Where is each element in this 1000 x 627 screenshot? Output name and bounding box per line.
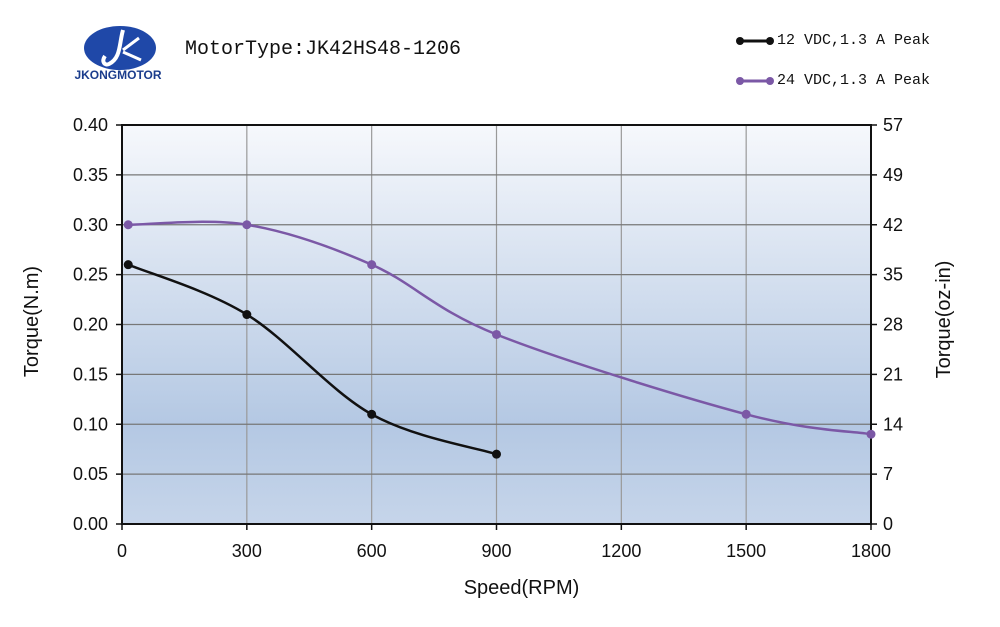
plot-border: [121, 124, 872, 525]
data-point-24v: [492, 329, 501, 339]
x-axis-label: Speed(RPM): [464, 577, 580, 599]
x-tick-label: 900: [481, 541, 511, 561]
y2-tick-label: 28: [883, 315, 903, 335]
y2-tick-label: 49: [883, 165, 903, 185]
x-tick-label: 0: [117, 541, 127, 561]
y2-tick-label: 42: [883, 215, 903, 235]
y2-axis-label: Torque(oz-in): [933, 261, 955, 379]
data-point-12v: [367, 409, 377, 419]
chart-title: MotorType:JK42HS48-1206: [185, 38, 462, 61]
y2-tick-label: 21: [883, 364, 903, 384]
legend-item-12v: 12 VDC,1.3 A Peak: [735, 32, 930, 49]
brand-name: JKONGMOTOR: [74, 68, 162, 82]
y-tick-label: 0.35: [73, 165, 108, 185]
x-tick-label: 600: [357, 541, 387, 561]
data-point-24v: [866, 429, 876, 439]
legend-line-black-icon: [736, 36, 774, 45]
y-tick-label: 0.00: [73, 514, 108, 534]
y2-tick-label: 14: [883, 414, 903, 434]
x-tick-label: 1800: [851, 541, 891, 561]
x-tick-label: 1500: [726, 541, 766, 561]
y-tick-label: 0.15: [73, 364, 108, 384]
data-point-24v: [741, 409, 751, 419]
data-point-24v: [123, 220, 133, 230]
y-tick-label: 0.20: [73, 315, 108, 335]
data-point-12v: [492, 449, 501, 459]
legend-label: 24 VDC,1.3 A Peak: [777, 72, 931, 89]
y-tick-label: 0.05: [73, 464, 108, 484]
y2-tick-label: 0: [883, 514, 893, 534]
data-point-12v: [123, 260, 133, 270]
x-tick-label: 300: [232, 541, 262, 561]
y-tick-label: 0.10: [73, 414, 108, 434]
legend-line-purple-icon: [736, 76, 774, 85]
jkongmotor-logo: [84, 26, 156, 70]
x-tick-label: 1200: [601, 541, 641, 561]
series-line-12v: [127, 263, 497, 456]
y-axis-label: Torque(N.m): [21, 266, 43, 377]
y-tick-label: 0.25: [73, 265, 108, 285]
legend-item-24v: 24 VDC,1.3 A Peak: [735, 72, 930, 89]
y-tick-label: 0.30: [73, 215, 108, 235]
data-point-24v: [367, 260, 377, 270]
y2-tick-label: 35: [883, 265, 903, 285]
data-point-24v: [242, 220, 252, 230]
y-tick-label: 0.40: [73, 115, 108, 135]
data-point-12v: [242, 310, 252, 320]
y2-tick-label: 7: [883, 464, 893, 484]
legend-label: 12 VDC,1.3 A Peak: [777, 32, 931, 49]
y2-tick-label: 57: [883, 115, 903, 135]
